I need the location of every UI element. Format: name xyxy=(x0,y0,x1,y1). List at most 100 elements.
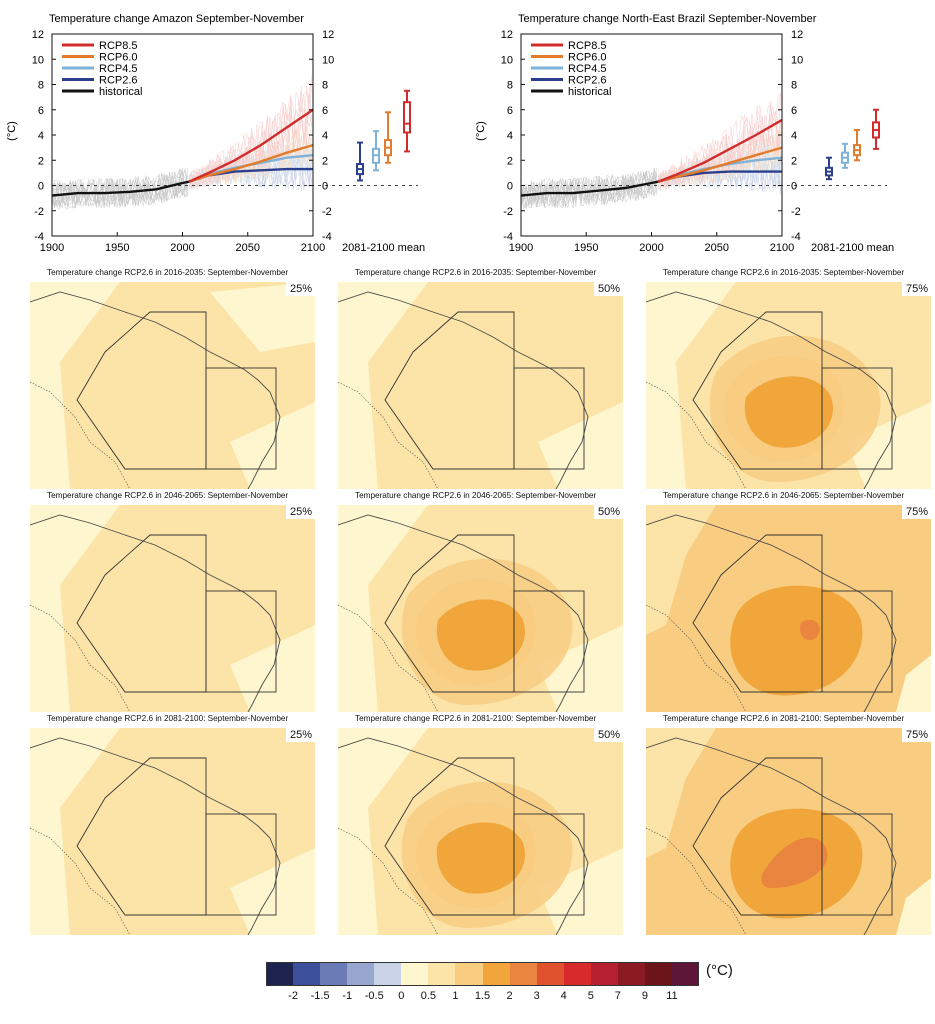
map-region-pale-southeast xyxy=(230,402,315,489)
map-region-core xyxy=(108,578,228,686)
map-region-pale-southeast xyxy=(538,848,623,935)
northeast-brazil-ytick-label-left: 2 xyxy=(507,155,513,167)
timeseries-chart-amazon: Temperature change Amazon September-Nove… xyxy=(6,13,425,254)
map-region-core xyxy=(108,801,228,909)
map-percentile-label: 25% xyxy=(285,282,315,296)
map-fill-4 xyxy=(338,505,623,712)
map-fill-6 xyxy=(30,728,315,935)
amazon-legend-label-rcp8-5: RCP8.5 xyxy=(99,40,138,52)
amazon-ylabel: (°C) xyxy=(6,121,18,141)
amazon-ensemble-members xyxy=(51,75,312,210)
map-coastline xyxy=(646,737,897,935)
colorbar-tick-label: 1.5 xyxy=(474,990,491,1002)
map-title: Temperature change RCP2.6 in 2016-2035: … xyxy=(355,268,597,277)
amazon-ytick-label-right: 2 xyxy=(322,155,328,167)
northeast-brazil-legend-label-rcp2-6: RCP2.6 xyxy=(568,75,607,87)
map-region-pale-west xyxy=(30,728,120,935)
northeast-brazil-ytick-label-right: 10 xyxy=(791,54,803,66)
northeast-brazil-ylabel: (°C) xyxy=(475,121,487,141)
map-fill-5 xyxy=(646,505,931,712)
map-border-andes xyxy=(30,604,131,712)
map-percentile-label: 50% xyxy=(593,728,623,742)
map-region-core-inner xyxy=(436,822,525,894)
northeast-brazil-ytick-label-left: 0 xyxy=(507,181,513,193)
northeast-brazil-series-historical xyxy=(520,180,659,197)
colorbar-cell xyxy=(536,962,564,986)
map-panel: 25% xyxy=(30,505,315,712)
northeast-brazil-ytick-label-right: 0 xyxy=(791,181,797,193)
amazon-legend-label-rcp4-5: RCP4.5 xyxy=(99,63,138,75)
amazon-legend-label-historical: historical xyxy=(99,86,142,98)
colorbar-tick-label: -2 xyxy=(288,990,298,1002)
northeast-brazil-legend-label-rcp4-5: RCP4.5 xyxy=(568,63,607,75)
colorbar-tick-label: -1.5 xyxy=(310,990,330,1002)
northeast-brazil-ytick-label-right: 4 xyxy=(791,130,797,142)
map-panel: 75% xyxy=(646,282,931,489)
colorbar-tick-label: 1 xyxy=(452,990,459,1002)
map-border-andes xyxy=(30,827,131,935)
northeast-brazil-xtick-label: 2000 xyxy=(639,242,663,254)
colorbar-tick-label: 2 xyxy=(506,990,513,1002)
northeast-brazil-ytick-label-left: 6 xyxy=(507,105,513,117)
map-border-andes xyxy=(646,827,747,935)
map-region-core-inner xyxy=(744,376,833,448)
map-border-andes xyxy=(646,381,747,489)
map-border-andes xyxy=(338,381,439,489)
amazon-box-rcp8-5 xyxy=(403,89,411,153)
map-region-pale-north xyxy=(210,728,315,798)
map-percentile-label: 25% xyxy=(285,728,315,742)
northeast-brazil-xtick-label: 1900 xyxy=(509,242,533,254)
amazon-xtick-label: 1950 xyxy=(105,242,129,254)
northeast-brazil-ytick-label-right: -4 xyxy=(791,231,801,243)
colorbar-cell xyxy=(320,962,348,986)
map-fill-0 xyxy=(30,282,315,489)
colorbar-cell xyxy=(347,962,375,986)
map-region-pale-north xyxy=(518,505,623,575)
map-image xyxy=(338,505,623,712)
northeast-brazil-legend-label-historical: historical xyxy=(568,86,611,98)
colorbar-frame xyxy=(266,962,699,986)
amazon-member-historical xyxy=(51,168,188,208)
map-coastline xyxy=(338,737,589,935)
map-fill-2 xyxy=(646,282,931,489)
map-border-andes xyxy=(338,827,439,935)
map-percentile-label: 50% xyxy=(593,505,623,519)
map-region-core xyxy=(416,355,536,463)
colorbar-tick-label: 0 xyxy=(398,990,405,1002)
amazon-ytick-label-left: 12 xyxy=(32,29,44,41)
amazon-ytick-label-right: 0 xyxy=(322,181,328,193)
northeast-brazil-ytick-label-right: 2 xyxy=(791,155,797,167)
northeast-brazil-member-historical xyxy=(520,167,657,210)
colorbar-cell xyxy=(590,962,618,986)
amazon-series-rcp6-0 xyxy=(188,143,314,183)
map-region-northeast-brazil xyxy=(513,813,585,916)
map-region-southeast xyxy=(896,878,931,935)
map-fill-3 xyxy=(30,505,315,712)
map-region-pale-southeast xyxy=(538,625,623,712)
northeast-brazil-ytick-label-right: -2 xyxy=(791,206,801,218)
northeast-brazil-ytick-label-right: 12 xyxy=(791,29,803,41)
map-fill-8 xyxy=(646,728,931,935)
map-region-northeast-brazil xyxy=(513,590,585,693)
amazon-ytick-label-left: 4 xyxy=(38,130,44,142)
amazon-legend-label-rcp2-6: RCP2.6 xyxy=(99,75,138,87)
map-image xyxy=(30,282,315,489)
map-region-northeast-brazil xyxy=(205,590,277,693)
map-image xyxy=(646,282,931,489)
northeast-brazil-box-rcp2-6 xyxy=(825,156,833,181)
amazon-box-rcp2-6 xyxy=(356,141,364,182)
northeast-brazil-xtick-label: 1950 xyxy=(574,242,598,254)
map-region-northeast-brazil xyxy=(205,813,277,916)
amazon-title: Temperature change Amazon September-Nove… xyxy=(49,13,304,25)
amazon-ytick-label-right: -2 xyxy=(322,206,332,218)
northeast-brazil-boxes-label: 2081-2100 mean xyxy=(811,242,894,254)
map-coastline xyxy=(338,291,589,489)
colorbar-tick-label: 4 xyxy=(560,990,567,1002)
map-fill-7 xyxy=(338,728,623,935)
amazon-ytick-label-right: 10 xyxy=(322,54,334,66)
map-panel: 50% xyxy=(338,282,623,489)
map-coastline xyxy=(646,291,897,489)
amazon-xtick-label: 2000 xyxy=(170,242,194,254)
map-image xyxy=(338,728,623,935)
northeast-brazil-xtick-label: 2050 xyxy=(705,242,729,254)
